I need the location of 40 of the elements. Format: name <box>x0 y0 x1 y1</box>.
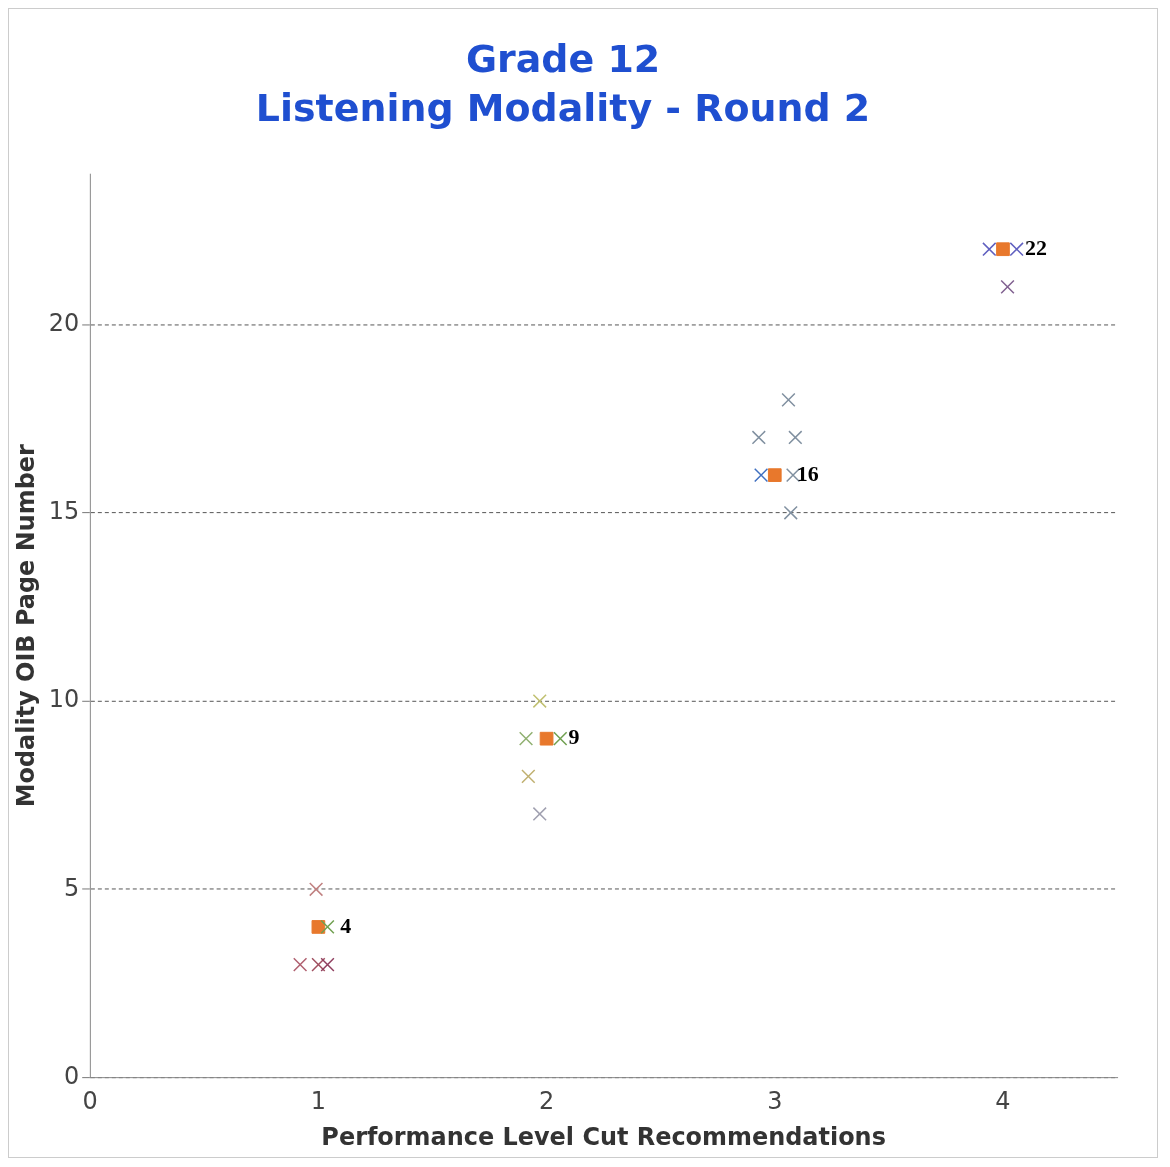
y-tick-label: 0 <box>63 1061 80 1090</box>
point <box>293 957 308 972</box>
data-label: 9 <box>568 724 580 750</box>
point <box>751 430 766 445</box>
x-tick-label: 0 <box>82 1087 98 1116</box>
point <box>320 919 335 935</box>
data-label: 16 <box>796 460 819 486</box>
point <box>781 392 796 407</box>
point <box>521 769 536 784</box>
y-tick-label: 20 <box>48 308 80 337</box>
point <box>311 920 326 934</box>
point <box>1000 279 1015 294</box>
data-label: 4 <box>340 912 352 938</box>
point <box>553 731 568 746</box>
point <box>788 430 803 445</box>
point <box>1009 242 1024 257</box>
x-tick-label: 2 <box>538 1087 555 1116</box>
point <box>518 731 534 746</box>
x-tick-label: 3 <box>767 1087 783 1116</box>
y-tick-label: 10 <box>48 685 80 714</box>
point <box>311 957 326 972</box>
y-tick-label: 15 <box>48 497 80 525</box>
point <box>532 693 547 709</box>
y-tick-label: 5 <box>63 873 80 902</box>
point <box>767 468 782 482</box>
data-label: 22 <box>1024 234 1047 260</box>
x-tick-label: 1 <box>310 1087 327 1116</box>
y-axis-title: Modality OIB Page Number <box>11 443 40 808</box>
point <box>753 468 769 483</box>
x-axis-title: Performance Level Cut Recommendations <box>321 1122 886 1151</box>
chart-title: Grade 12 <box>465 36 661 81</box>
x-tick-label: 4 <box>995 1087 1011 1116</box>
point <box>320 957 335 972</box>
point <box>309 882 324 897</box>
point <box>996 242 1010 257</box>
point <box>532 806 547 822</box>
point <box>982 242 997 257</box>
chart-subtitle: Listening Modality - Round 2 <box>255 86 871 131</box>
point <box>783 505 798 520</box>
point <box>539 731 554 746</box>
